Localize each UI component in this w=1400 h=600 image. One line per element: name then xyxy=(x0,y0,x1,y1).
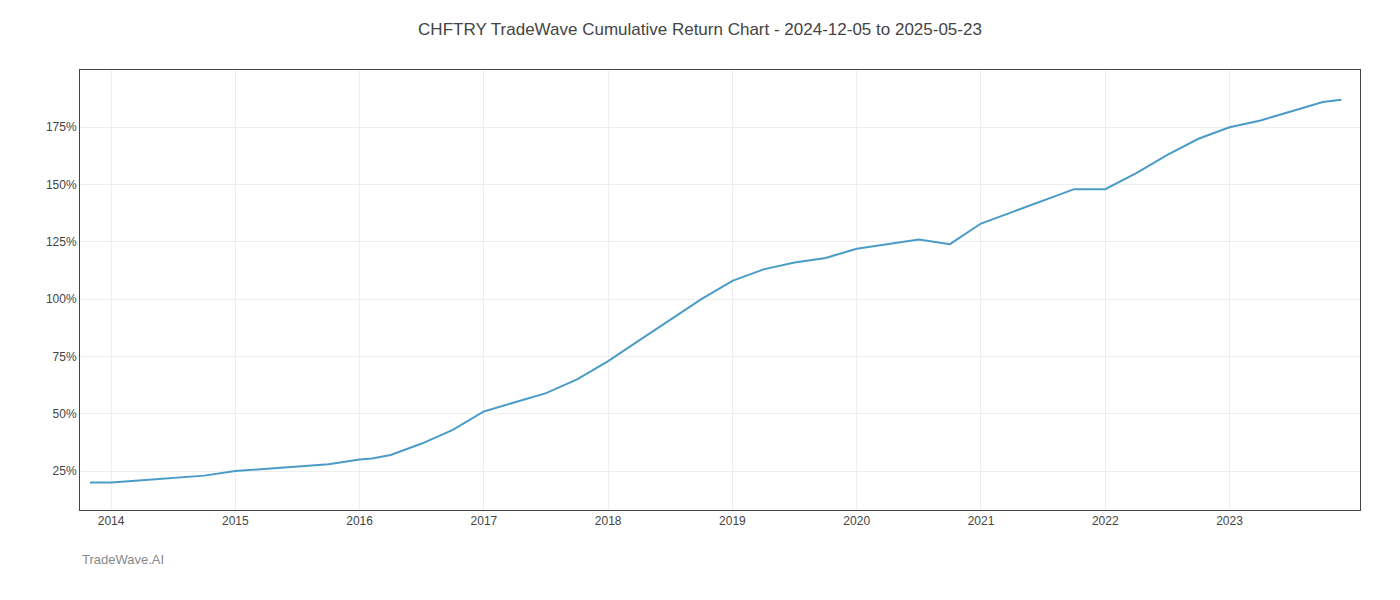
svg-text:50%: 50% xyxy=(53,407,77,421)
svg-text:2016: 2016 xyxy=(346,514,373,528)
svg-text:2019: 2019 xyxy=(719,514,746,528)
svg-text:2021: 2021 xyxy=(968,514,995,528)
svg-text:2022: 2022 xyxy=(1092,514,1119,528)
svg-text:2017: 2017 xyxy=(471,514,498,528)
svg-text:125%: 125% xyxy=(46,235,77,249)
svg-text:25%: 25% xyxy=(53,464,77,478)
svg-text:2018: 2018 xyxy=(595,514,622,528)
svg-text:2015: 2015 xyxy=(222,514,249,528)
svg-text:2023: 2023 xyxy=(1216,514,1243,528)
svg-text:175%: 175% xyxy=(46,120,77,134)
svg-text:TradeWave.AI: TradeWave.AI xyxy=(82,552,164,567)
svg-text:75%: 75% xyxy=(53,350,77,364)
svg-text:CHFTRY TradeWave Cumulative Re: CHFTRY TradeWave Cumulative Return Chart… xyxy=(418,20,982,39)
svg-text:150%: 150% xyxy=(46,178,77,192)
svg-text:100%: 100% xyxy=(46,292,77,306)
svg-text:2014: 2014 xyxy=(98,514,125,528)
svg-text:2020: 2020 xyxy=(843,514,870,528)
